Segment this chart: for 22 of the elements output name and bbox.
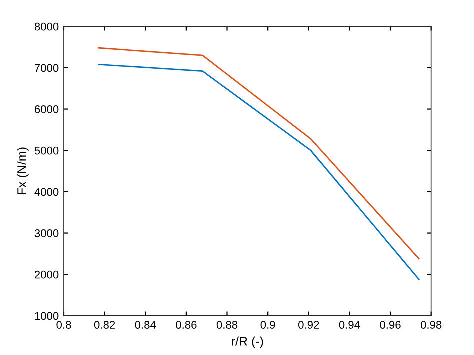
y-tick-label: 4000 [34,188,59,196]
x-tick-label: 0.9 [260,321,276,329]
y-tick-label: 6000 [34,106,59,114]
x-tick-label: 0.84 [135,321,156,329]
x-tick-label: 0.92 [298,321,320,329]
y-tick-label: 2000 [34,270,59,279]
y-tick-label: 5000 [34,146,59,155]
y-tick-label: 8000 [34,22,59,31]
line-series [98,47,420,260]
x-axis-title: r/R (-) [232,336,264,348]
y-tick-label: 3000 [34,230,59,238]
x-tick-label: 0.96 [380,321,401,329]
x-tick-label: 0.94 [339,321,360,329]
line-series [98,64,420,280]
x-tick-label: 0.98 [420,321,442,329]
x-tick-label: 0.88 [216,321,238,329]
x-tick-label: 0.86 [176,321,197,329]
x-tick-label: 0.8 [56,321,72,329]
y-axis-title: Fx (N/m) [17,148,29,195]
x-tick-label: 0.82 [94,321,116,329]
y-tick-label: 7000 [34,64,59,72]
y-tick-label: 1000 [35,312,59,320]
